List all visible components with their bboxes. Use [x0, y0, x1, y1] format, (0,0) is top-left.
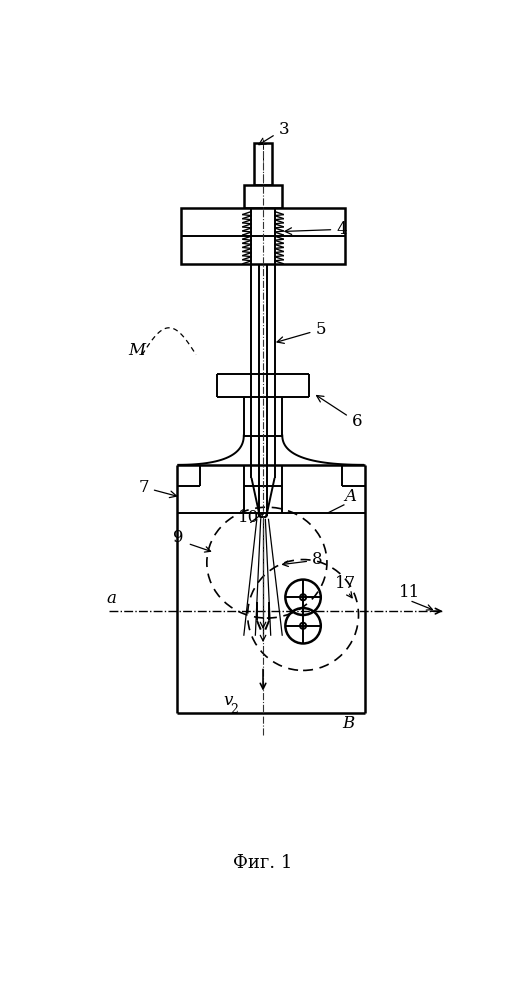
Text: 17: 17	[335, 575, 356, 592]
Text: a: a	[107, 590, 117, 607]
Text: B: B	[343, 715, 355, 732]
Text: 2: 2	[230, 702, 238, 715]
Bar	[244, 186, 282, 209]
Text: A: A	[344, 489, 356, 505]
Text: 9: 9	[173, 528, 184, 545]
Text: 4: 4	[285, 221, 347, 238]
Text: 6: 6	[316, 396, 362, 431]
Text: Фиг. 1: Фиг. 1	[233, 854, 293, 872]
Text: 8: 8	[312, 551, 322, 568]
Text: M: M	[128, 342, 145, 359]
Text: 5: 5	[277, 321, 326, 344]
Bar	[180, 209, 345, 264]
Text: 11: 11	[400, 584, 420, 601]
Text: 3: 3	[259, 121, 289, 145]
Text: 7: 7	[138, 479, 177, 498]
Text: v: v	[223, 692, 232, 709]
Text: 10: 10	[237, 508, 259, 525]
Bar	[254, 143, 272, 186]
